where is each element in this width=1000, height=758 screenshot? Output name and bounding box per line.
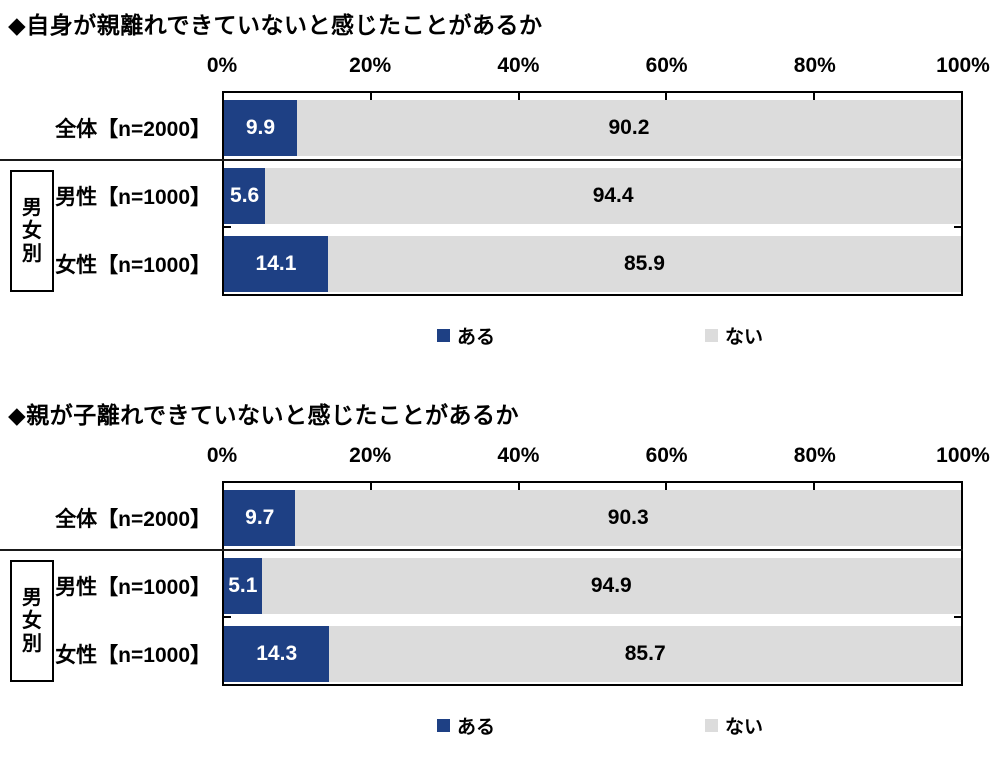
bar-segment-no: 94.9 (261, 558, 961, 614)
tick-mark (224, 226, 231, 228)
bar-segment-no: 94.4 (265, 168, 961, 224)
group-label-char: 別 (22, 242, 42, 265)
row-label: 全体【n=2000】 (55, 118, 211, 141)
axis-tick-label: 60% (645, 54, 688, 77)
legend-swatch-no (705, 329, 718, 342)
tick-mark (224, 616, 231, 618)
x-axis: 0% 20% 40% 60% 80% 100% (207, 54, 990, 82)
tick-mark (665, 483, 668, 490)
value-label: 14.1 (255, 252, 297, 275)
value-label: 85.9 (624, 252, 665, 275)
tick-mark (665, 93, 668, 100)
legend-swatch-no (705, 719, 718, 732)
tick-mark (954, 616, 961, 618)
legend-label: ない (725, 327, 764, 348)
value-label: 9.9 (245, 116, 276, 139)
axis-tick-label: 40% (497, 444, 540, 467)
bar-row: 14.3 85.7 (224, 626, 961, 682)
legend-swatch-yes (437, 719, 450, 732)
legend-swatch-yes (437, 329, 450, 342)
category-separator-line (0, 549, 963, 551)
value-label: 14.3 (256, 642, 298, 665)
chart-parent-independence: ◆親が子離れできていないと感じたことがあるか 0% 20% 40% 60% 80% 100… (0, 390, 1000, 758)
row-label: 女性【n=1000】 (55, 254, 211, 277)
bar-row: 9.7 90.3 (224, 490, 961, 546)
bar-segment-yes: 9.9 (224, 100, 297, 156)
category-separator-line (0, 159, 963, 161)
group-label-char: 女 (22, 609, 42, 632)
value-label: 90.2 (608, 116, 650, 139)
bar-row: 9.9 90.2 (224, 100, 961, 156)
tick-mark (370, 483, 373, 490)
group-box: 男女別 (10, 560, 54, 682)
group-box: 男女別 (10, 170, 54, 292)
legend-item-no: ない (705, 322, 763, 349)
bar-row: 5.6 94.4 (224, 168, 961, 224)
legend-item-yes: ある (437, 712, 495, 739)
legend-label: ある (457, 327, 496, 348)
plot-area: 9.7 90.3 5.1 94.9 14.3 85.7 (222, 481, 963, 686)
value-label: 9.7 (245, 506, 275, 529)
value-label: 5.1 (228, 574, 258, 597)
axis-tick-label: 100% (936, 444, 990, 467)
bar-segment-no: 85.7 (329, 626, 961, 682)
axis-tick-label: 60% (645, 444, 688, 467)
bar-segment-no: 90.2 (296, 100, 961, 156)
bar-segment-no: 90.3 (295, 490, 961, 546)
row-label: 全体【n=2000】 (55, 508, 211, 531)
row-label: 男性【n=1000】 (55, 186, 211, 209)
bar-segment-yes: 5.6 (224, 168, 266, 224)
tick-mark (517, 483, 520, 490)
chart-title: ◆親が子離れできていないと感じたことがあるか (8, 402, 519, 428)
axis-tick-label: 40% (497, 54, 540, 77)
bar-row: 14.1 85.9 (224, 236, 961, 292)
axis-tick-label: 80% (793, 444, 836, 467)
group-label-char: 別 (22, 632, 42, 655)
plot-area: 9.9 90.2 5.6 94.4 14.1 85.9 (222, 91, 963, 296)
bar-row: 5.1 94.9 (224, 558, 961, 614)
bar-segment-yes: 14.3 (224, 626, 330, 682)
axis-tick-label: 20% (349, 444, 392, 467)
tick-mark (812, 483, 815, 490)
bar-segment-no: 85.9 (327, 236, 961, 292)
value-label: 85.7 (624, 642, 666, 665)
value-label: 94.9 (590, 574, 632, 597)
bar-segment-yes: 5.1 (224, 558, 262, 614)
bar-segment-yes: 14.1 (224, 236, 328, 292)
group-label-char: 女 (22, 219, 42, 242)
value-label: 90.3 (607, 506, 649, 529)
plot-inner: 9.7 90.3 5.1 94.9 14.3 85.7 (224, 483, 961, 684)
tick-mark (954, 226, 961, 228)
value-label: 5.6 (230, 184, 260, 207)
bar-segment-yes: 9.7 (224, 490, 296, 546)
tick-mark (517, 93, 520, 100)
legend-item-no: ない (705, 712, 763, 739)
legend-item-yes: ある (437, 322, 495, 349)
legend-label: ない (725, 717, 764, 738)
chart-title: ◆自身が親離れできていないと感じたことがあるか (8, 12, 543, 38)
axis-tick-label: 0% (206, 54, 238, 77)
row-label: 女性【n=1000】 (55, 644, 211, 667)
axis-tick-label: 20% (349, 54, 392, 77)
x-axis: 0% 20% 40% 60% 80% 100% (207, 444, 990, 472)
chart-self-independence: ◆自身が親離れできていないと感じたことがあるか 0% 20% 40% 60% 80% 10… (0, 12, 990, 349)
group-label-char: 男 (22, 196, 42, 219)
tick-mark (370, 93, 373, 100)
legend-label: ある (457, 717, 496, 738)
group-label-char: 男 (22, 586, 42, 609)
axis-tick-label: 0% (206, 444, 238, 467)
plot-inner: 9.9 90.2 5.6 94.4 14.1 85.9 (224, 93, 961, 294)
axis-tick-label: 80% (793, 54, 836, 77)
value-label: 94.4 (592, 184, 634, 207)
row-label: 男性【n=1000】 (55, 576, 211, 599)
axis-tick-label: 100% (936, 54, 990, 77)
tick-mark (812, 93, 815, 100)
